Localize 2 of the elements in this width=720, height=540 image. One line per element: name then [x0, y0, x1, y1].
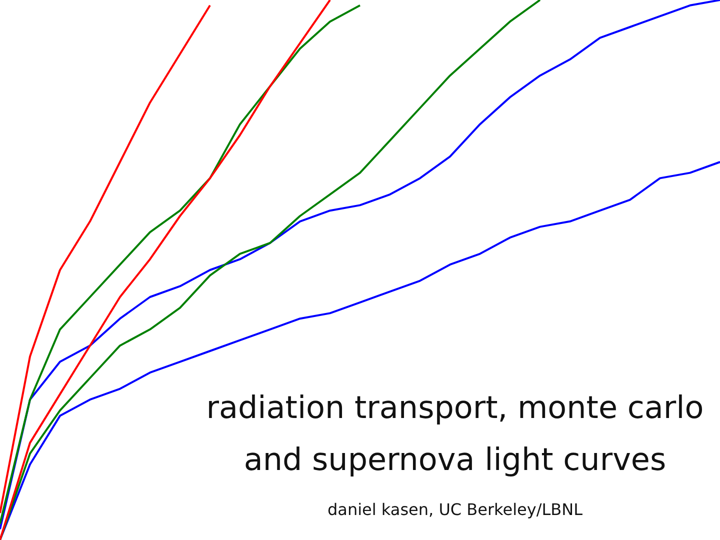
text: radiation transport, monte carlo and supernova light curves: [205, 389, 705, 480]
text: daniel kasen, UC Berkeley/LBNL: [326, 500, 584, 519]
